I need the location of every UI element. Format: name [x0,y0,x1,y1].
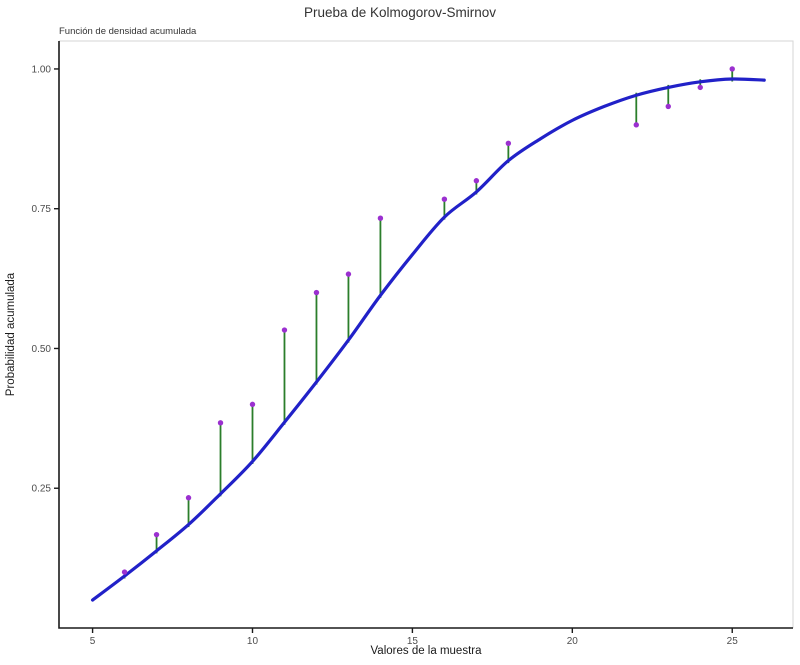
plot-panel: 5 10 15 20 25 0.25 0.50 0.75 1.00 [32,40,794,647]
y-tick-label: 0.75 [32,204,52,215]
ecdf-point [185,495,192,501]
ecdf-point [345,271,352,277]
ecdf-point [217,420,224,426]
chart-subtitle: Función de densidad acumulada [59,26,197,37]
ecdf-point [665,103,671,110]
ecdf-point [505,140,512,147]
ecdf-point [729,66,735,72]
x-tick-label: 5 [90,636,96,647]
x-tick-label: 15 [407,636,419,647]
chart-title: Prueba de Kolmogorov-Smirnov [304,5,496,20]
ecdf-point [633,122,639,128]
axis-lines [58,41,793,629]
ecdf-point [313,289,320,296]
ecdf-point [377,215,384,221]
theoretical-cdf-curve [90,77,766,602]
x-tick-label: 10 [247,636,259,647]
x-tick-label: 20 [567,636,579,647]
ecdf-point [473,178,480,184]
x-tick-label: 25 [727,636,739,647]
x-axis-title: Valores de la muestra [370,645,482,657]
y-tick-label: 0.50 [32,344,52,355]
ecdf-point [441,196,448,202]
ecdf-point [697,84,703,91]
ecdf-point [249,401,256,408]
y-tick-label: 0.25 [32,484,52,495]
y-axis-title: Probabilidad acumulada [5,272,17,396]
panel-border [59,40,794,628]
ecdf-point [153,531,160,538]
ecdf-point [121,569,128,575]
y-tick-label: 1.00 [32,64,52,75]
ecdf-point [281,327,288,333]
